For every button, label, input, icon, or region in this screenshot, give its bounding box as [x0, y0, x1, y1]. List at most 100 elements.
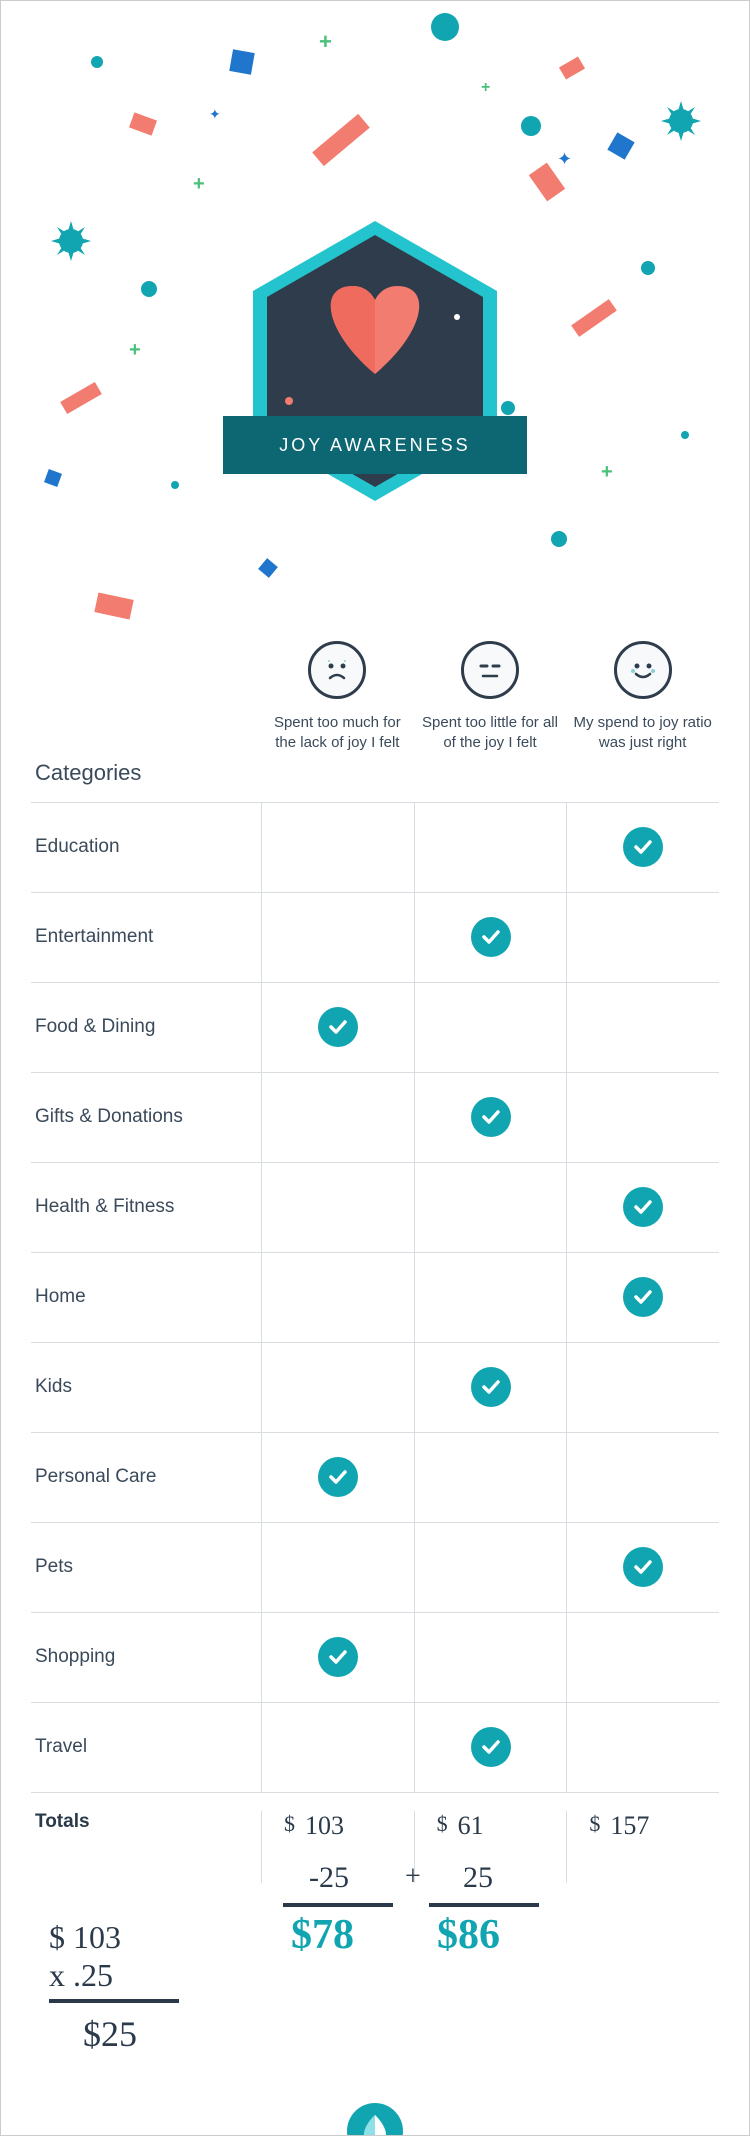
- checkmark-icon: [623, 1547, 663, 1587]
- calc-col1-mid: -25: [309, 1861, 349, 1895]
- table-cell[interactable]: [261, 1073, 414, 1162]
- table-cell[interactable]: [566, 983, 719, 1072]
- happy-face-icon: [614, 641, 672, 699]
- table-cell[interactable]: [414, 1703, 567, 1792]
- table-cell[interactable]: [566, 893, 719, 982]
- table-row: Health & Fitness: [31, 1163, 719, 1253]
- neutral-face-icon: [461, 641, 519, 699]
- confetti-burst: [656, 96, 706, 151]
- confetti-burst: [46, 216, 96, 271]
- table-cell[interactable]: [261, 1253, 414, 1342]
- col-neutral: Spent too little for all of the joy I fe…: [414, 641, 567, 754]
- confetti-dot: [91, 56, 103, 68]
- col-label-3: My spend to joy ratio was just right: [566, 713, 719, 754]
- table-cell[interactable]: [566, 1613, 719, 1702]
- table-row: Kids: [31, 1343, 719, 1433]
- categories-header: Categories: [31, 760, 261, 790]
- table-cell[interactable]: [261, 803, 414, 892]
- table-cell[interactable]: [566, 1433, 719, 1522]
- calc-col2-rule: [429, 1903, 539, 1907]
- table-rows: Education Entertainment Food & Dining Gifts…: [31, 803, 719, 1793]
- table-row: Gifts & Donations: [31, 1073, 719, 1163]
- confetti-rect: [559, 56, 585, 79]
- table-cell[interactable]: [566, 803, 719, 892]
- confetti-dot: [521, 116, 541, 136]
- table-cell[interactable]: [414, 893, 567, 982]
- checkmark-icon: [623, 1187, 663, 1227]
- confetti-dot: [171, 481, 179, 489]
- table-cell[interactable]: [261, 1163, 414, 1252]
- badge-banner: JOY AWARENESS: [223, 416, 527, 474]
- table-cell[interactable]: [566, 1073, 719, 1162]
- badge-title: JOY AWARENESS: [279, 435, 470, 456]
- table-cell[interactable]: [261, 1523, 414, 1612]
- col-sad: Spent too much for the lack of joy I fel…: [261, 641, 414, 754]
- table-header-row: Categories: [31, 760, 719, 803]
- calc-left-line2: x .25: [49, 1957, 113, 1994]
- confetti-rect: [94, 592, 133, 619]
- confetti-dot: [431, 13, 459, 41]
- checkmark-icon: [623, 1277, 663, 1317]
- checkmark-icon: [471, 1367, 511, 1407]
- table-cell[interactable]: [414, 983, 567, 1072]
- confetti-dot: [641, 261, 655, 275]
- confetti-plus: +: [601, 461, 613, 484]
- calc-left-line1: $ 103: [49, 1919, 121, 1956]
- table-row: Pets: [31, 1523, 719, 1613]
- table-cell[interactable]: [261, 1433, 414, 1522]
- table-cell[interactable]: [414, 1613, 567, 1702]
- table-cell[interactable]: [414, 1163, 567, 1252]
- category-label: Gifts & Donations: [31, 1106, 261, 1128]
- category-label: Kids: [31, 1376, 261, 1398]
- table-cell[interactable]: [261, 983, 414, 1072]
- category-label: Home: [31, 1286, 261, 1308]
- col-label-2: Spent too little for all of the joy I fe…: [414, 713, 567, 754]
- table-row: Home: [31, 1253, 719, 1343]
- confetti-rect: [312, 114, 370, 166]
- confetti-plus: +: [319, 29, 332, 55]
- confetti-sparkle: ✦: [209, 106, 221, 123]
- table-cell[interactable]: [566, 1163, 719, 1252]
- total-col-3: $157: [566, 1811, 719, 1883]
- confetti-rect: [229, 49, 254, 74]
- checkmark-icon: [318, 1007, 358, 1047]
- table-cell[interactable]: [414, 1523, 567, 1612]
- table-cell[interactable]: [261, 893, 414, 982]
- table-cell[interactable]: [414, 1073, 567, 1162]
- calc-col1-result: $78: [291, 1911, 354, 1959]
- table-cell[interactable]: [566, 1343, 719, 1432]
- checkmark-icon: [318, 1457, 358, 1497]
- calc-col2-result: $86: [437, 1911, 500, 1959]
- total-2-value: 61: [458, 1811, 484, 1841]
- table-cell[interactable]: [261, 1343, 414, 1432]
- confetti-rect: [571, 299, 617, 337]
- confetti-plus: +: [129, 339, 141, 362]
- table-cell[interactable]: [414, 803, 567, 892]
- table-row: Education: [31, 803, 719, 893]
- table-cell[interactable]: [414, 1343, 567, 1432]
- table-row: Food & Dining: [31, 983, 719, 1073]
- table-cell[interactable]: [566, 1703, 719, 1792]
- table-row: Shopping: [31, 1613, 719, 1703]
- table-cell[interactable]: [261, 1613, 414, 1702]
- col-label-1: Spent too much for the lack of joy I fel…: [261, 713, 414, 754]
- table-section: Spent too much for the lack of joy I fel…: [1, 641, 749, 1883]
- col-happy: My spend to joy ratio was just right: [566, 641, 719, 754]
- page-container: + + + + + ✦ ✦ ✦ ✦ JOY AWARENESS: [0, 0, 750, 2136]
- calculations-area: $ 103 x .25 $25 -25 $78 + 25 $86: [1, 1883, 749, 2093]
- category-label: Entertainment: [31, 926, 261, 948]
- calc-col2-mid: 25: [463, 1861, 493, 1895]
- table-cell[interactable]: [414, 1253, 567, 1342]
- checkmark-icon: [471, 1097, 511, 1137]
- table-cell[interactable]: [261, 1703, 414, 1792]
- category-label: Health & Fitness: [31, 1196, 261, 1218]
- total-3-value: 157: [610, 1811, 649, 1841]
- category-label: Personal Care: [31, 1466, 261, 1488]
- table-cell[interactable]: [414, 1433, 567, 1522]
- confetti-rect: [607, 132, 634, 159]
- confetti-sparkle: ✦: [557, 149, 572, 170]
- column-header-faces: Spent too much for the lack of joy I fel…: [31, 641, 719, 754]
- table-cell[interactable]: [566, 1253, 719, 1342]
- category-label: Food & Dining: [31, 1016, 261, 1038]
- table-cell[interactable]: [566, 1523, 719, 1612]
